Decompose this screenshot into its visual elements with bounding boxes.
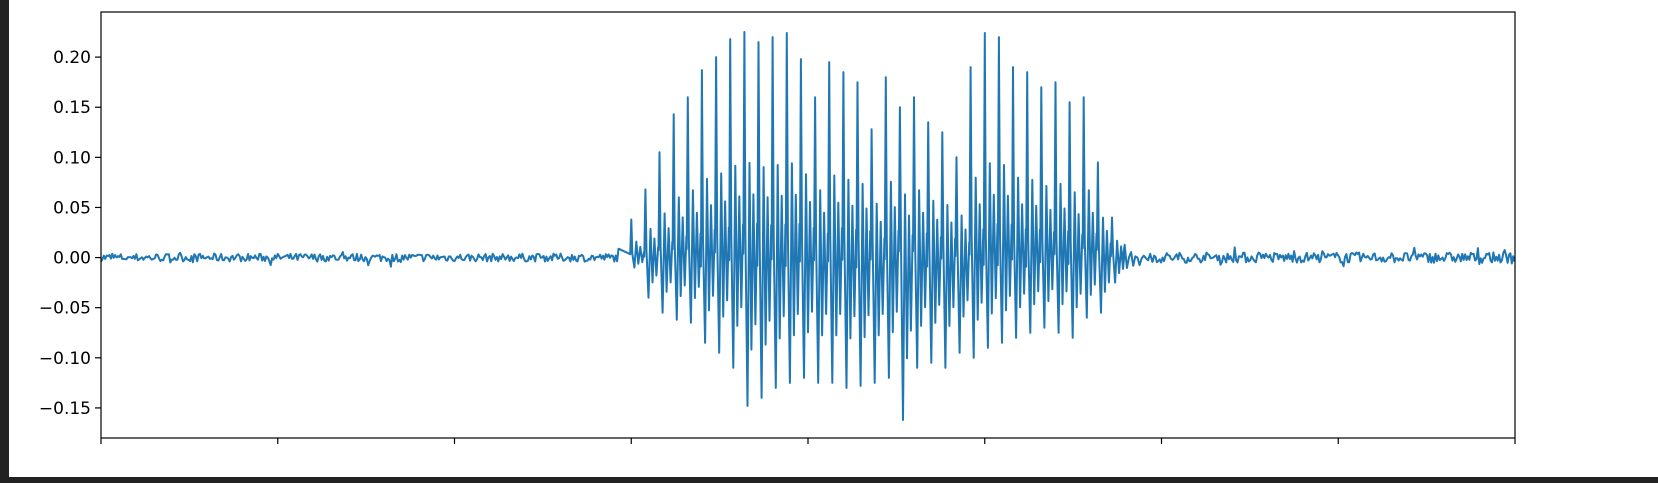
figure: 0.20 0.15 0.10 0.05 0.00 −0.05 −0.10 −0.15 <box>9 0 1658 477</box>
y-tick-label: 0.20 <box>53 48 91 68</box>
y-tick-label: 0.10 <box>53 148 91 168</box>
y-tick-label: 0.05 <box>53 198 91 218</box>
axes-frame <box>100 11 1516 439</box>
y-tick-label: −0.10 <box>39 349 91 369</box>
x-axis-ticks <box>100 438 1516 444</box>
chart: 0.20 0.15 0.10 0.05 0.00 −0.05 −0.10 −0.15 <box>39 11 1516 444</box>
series-line <box>100 31 1516 421</box>
y-tick-label: −0.05 <box>39 299 91 319</box>
y-tick-label: 0.15 <box>53 98 91 118</box>
y-axis-ticks: 0.20 0.15 0.10 0.05 0.00 −0.05 −0.10 −0.15 <box>39 48 101 419</box>
y-tick-label: 0.00 <box>53 249 91 269</box>
y-tick-label: −0.15 <box>39 399 91 419</box>
